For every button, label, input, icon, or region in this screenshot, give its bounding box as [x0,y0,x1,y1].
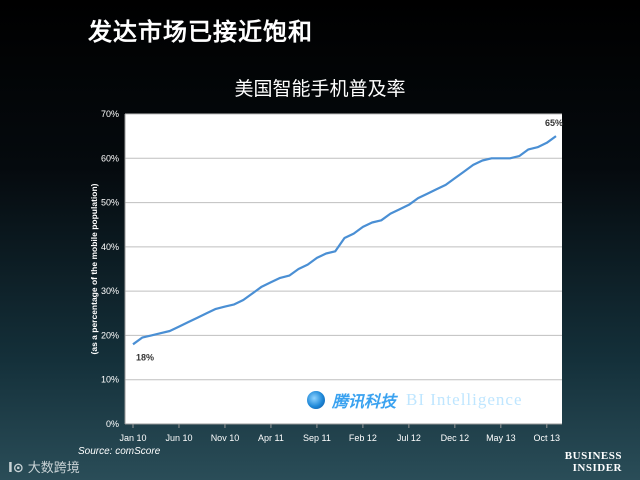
watermark-text: 大数跨境 [27,461,80,476]
x-tick-label: Sep 11 [303,433,331,443]
slide-title: 发达市场已接近饱和 [88,18,313,46]
tencent-logo-icon [306,390,326,410]
data-label: 65% [545,118,563,128]
y-axis-ticks: 0% 10% 20% 30% 40% 50% 60% 70% [101,109,119,429]
x-tick-label: Jan 10 [119,433,146,443]
plot-area [125,114,562,424]
x-tick-label: Nov 10 [211,433,240,443]
data-label: 18% [136,352,154,362]
business-insider-logo: BUSINESS INSIDER [565,450,622,474]
x-tick-label: Oct 13 [534,433,561,443]
x-tick-label: May 13 [486,433,516,443]
source-note: Source: comScore [78,446,161,457]
bi-logo-line1: BUSINESS [564,450,622,462]
y-axis-label: (as a percentage of the mobile populatio… [89,183,99,354]
x-tick-label: Jun 10 [165,433,192,443]
x-axis-ticks: Jan 10 Jun 10 Nov 10 Apr 11 Sep 11 Feb 12 Jul … [119,424,560,443]
y-tick-label: 10% [101,375,119,385]
y-tick-label: 20% [101,330,119,340]
chart-title: 美国智能手机普及率 [234,78,406,100]
watermark-left: I⊙ 大数跨境 [8,457,80,476]
brand-en: BI Intelligence [406,390,523,409]
x-tick-label: Dec 12 [441,433,470,443]
x-tick-label: Feb 12 [349,433,377,443]
brand-cn: 腾讯科技 [332,392,397,411]
y-tick-label: 60% [101,153,119,163]
brand-watermark: 腾讯科技 BI Intelligence [306,388,523,412]
y-tick-label: 70% [101,109,119,119]
data-labels: 18% 65% [136,118,563,362]
series-line [132,135,557,346]
y-tick-label: 50% [101,198,119,208]
y-tick-label: 0% [106,419,119,429]
bi-logo-line2: INSIDER [572,462,622,474]
x-tick-label: Apr 11 [258,433,284,443]
y-tick-label: 30% [101,286,119,296]
watermark-logo-icon: I⊙ [8,461,24,476]
y-tick-label: 40% [101,242,119,252]
x-tick-label: Jul 12 [397,433,421,443]
